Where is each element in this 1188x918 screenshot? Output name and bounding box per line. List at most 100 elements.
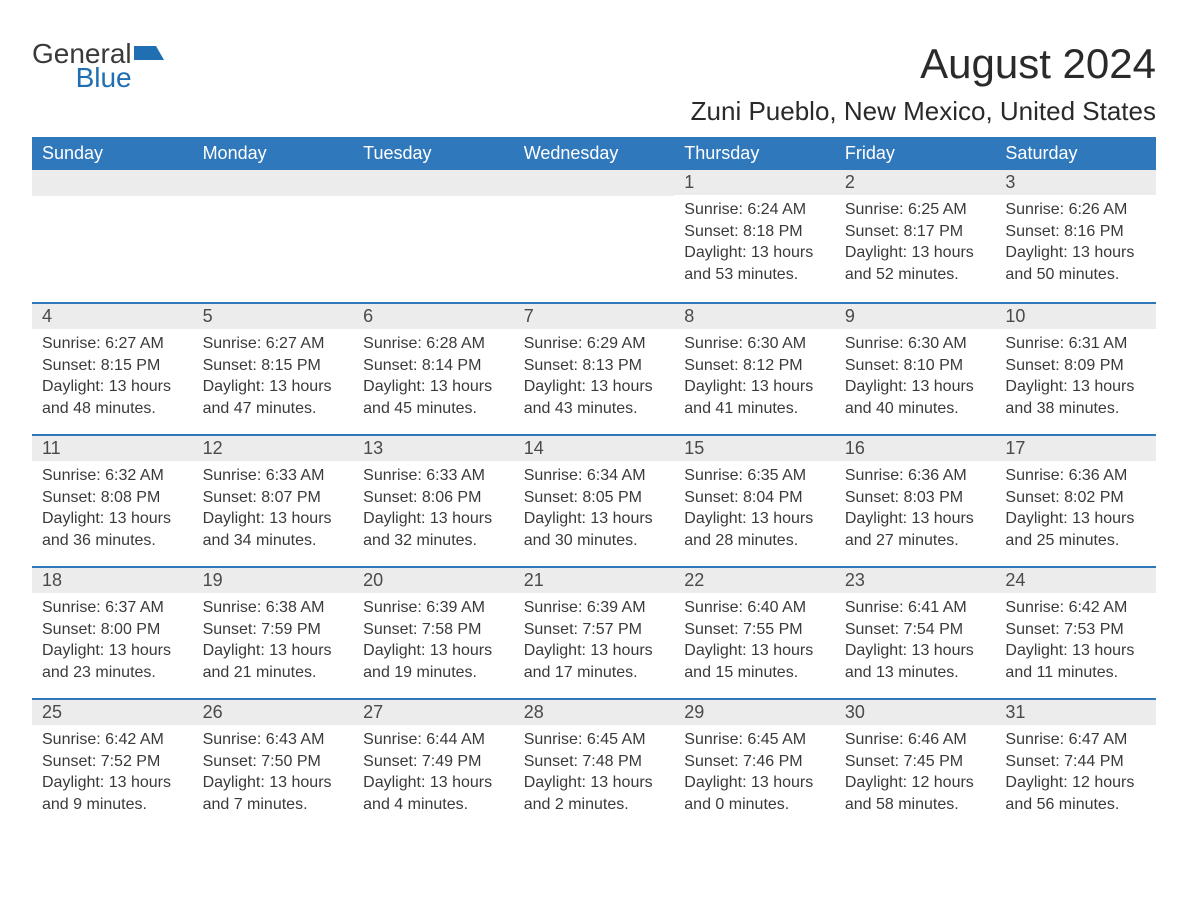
sunrise-line: Sunrise: 6:36 AM <box>1005 465 1146 487</box>
day-number: 29 <box>674 700 835 725</box>
sunset-line: Sunset: 8:15 PM <box>203 355 344 377</box>
daylight-line: Daylight: 13 hours and 19 minutes. <box>363 640 504 683</box>
day-number: 30 <box>835 700 996 725</box>
daylight-line: Daylight: 13 hours and 13 minutes. <box>845 640 986 683</box>
sunset-line: Sunset: 8:05 PM <box>524 487 665 509</box>
day-number: 18 <box>32 568 193 593</box>
daylight-line: Daylight: 13 hours and 41 minutes. <box>684 376 825 419</box>
daylight-line: Daylight: 13 hours and 9 minutes. <box>42 772 183 815</box>
day-number: 25 <box>32 700 193 725</box>
daylight-line: Daylight: 13 hours and 0 minutes. <box>684 772 825 815</box>
daylight-line: Daylight: 12 hours and 58 minutes. <box>845 772 986 815</box>
day-number: 14 <box>514 436 675 461</box>
sunrise-line: Sunrise: 6:24 AM <box>684 199 825 221</box>
day-info: Sunrise: 6:46 AMSunset: 7:45 PMDaylight:… <box>835 725 996 815</box>
daylight-line: Daylight: 13 hours and 47 minutes. <box>203 376 344 419</box>
daylight-line: Daylight: 13 hours and 50 minutes. <box>1005 242 1146 285</box>
day-info: Sunrise: 6:33 AMSunset: 8:06 PMDaylight:… <box>353 461 514 551</box>
sunrise-line: Sunrise: 6:42 AM <box>1005 597 1146 619</box>
calendar-header-row: SundayMondayTuesdayWednesdayThursdayFrid… <box>32 137 1156 170</box>
calendar-day-cell: 29Sunrise: 6:45 AMSunset: 7:46 PMDayligh… <box>674 698 835 830</box>
day-number: 12 <box>193 436 354 461</box>
weekday-header: Thursday <box>674 137 835 170</box>
day-number-row <box>353 170 514 196</box>
daylight-line: Daylight: 13 hours and 36 minutes. <box>42 508 183 551</box>
daylight-line: Daylight: 13 hours and 17 minutes. <box>524 640 665 683</box>
day-info: Sunrise: 6:40 AMSunset: 7:55 PMDaylight:… <box>674 593 835 683</box>
day-info: Sunrise: 6:31 AMSunset: 8:09 PMDaylight:… <box>995 329 1156 419</box>
day-number: 16 <box>835 436 996 461</box>
day-number: 15 <box>674 436 835 461</box>
day-number-row <box>32 170 193 196</box>
day-number: 31 <box>995 700 1156 725</box>
sunset-line: Sunset: 7:58 PM <box>363 619 504 641</box>
calendar-day-cell: 11Sunrise: 6:32 AMSunset: 8:08 PMDayligh… <box>32 434 193 566</box>
sunset-line: Sunset: 8:07 PM <box>203 487 344 509</box>
day-number: 4 <box>32 304 193 329</box>
day-info: Sunrise: 6:27 AMSunset: 8:15 PMDaylight:… <box>32 329 193 419</box>
calendar-day-cell: 8Sunrise: 6:30 AMSunset: 8:12 PMDaylight… <box>674 302 835 434</box>
day-info: Sunrise: 6:29 AMSunset: 8:13 PMDaylight:… <box>514 329 675 419</box>
day-info: Sunrise: 6:28 AMSunset: 8:14 PMDaylight:… <box>353 329 514 419</box>
weekday-header: Sunday <box>32 137 193 170</box>
sunset-line: Sunset: 8:18 PM <box>684 221 825 243</box>
day-number: 27 <box>353 700 514 725</box>
day-number: 24 <box>995 568 1156 593</box>
day-number: 7 <box>514 304 675 329</box>
daylight-line: Daylight: 13 hours and 48 minutes. <box>42 376 183 419</box>
day-info: Sunrise: 6:33 AMSunset: 8:07 PMDaylight:… <box>193 461 354 551</box>
day-info: Sunrise: 6:45 AMSunset: 7:46 PMDaylight:… <box>674 725 835 815</box>
sunset-line: Sunset: 7:57 PM <box>524 619 665 641</box>
calendar-day-cell: 6Sunrise: 6:28 AMSunset: 8:14 PMDaylight… <box>353 302 514 434</box>
sunrise-line: Sunrise: 6:39 AM <box>524 597 665 619</box>
day-info: Sunrise: 6:42 AMSunset: 7:52 PMDaylight:… <box>32 725 193 815</box>
sunrise-line: Sunrise: 6:36 AM <box>845 465 986 487</box>
daylight-line: Daylight: 13 hours and 38 minutes. <box>1005 376 1146 419</box>
day-number: 10 <box>995 304 1156 329</box>
daylight-line: Daylight: 13 hours and 52 minutes. <box>845 242 986 285</box>
daylight-line: Daylight: 13 hours and 32 minutes. <box>363 508 504 551</box>
day-number: 1 <box>674 170 835 195</box>
sunrise-line: Sunrise: 6:27 AM <box>203 333 344 355</box>
sunset-line: Sunset: 7:48 PM <box>524 751 665 773</box>
calendar-empty-cell <box>353 170 514 302</box>
sunrise-line: Sunrise: 6:37 AM <box>42 597 183 619</box>
calendar-day-cell: 9Sunrise: 6:30 AMSunset: 8:10 PMDaylight… <box>835 302 996 434</box>
day-info: Sunrise: 6:25 AMSunset: 8:17 PMDaylight:… <box>835 195 996 285</box>
sunset-line: Sunset: 7:49 PM <box>363 751 504 773</box>
sunset-line: Sunset: 8:09 PM <box>1005 355 1146 377</box>
calendar-empty-cell <box>193 170 354 302</box>
calendar-day-cell: 4Sunrise: 6:27 AMSunset: 8:15 PMDaylight… <box>32 302 193 434</box>
weekday-header: Tuesday <box>353 137 514 170</box>
sunrise-line: Sunrise: 6:35 AM <box>684 465 825 487</box>
daylight-line: Daylight: 13 hours and 43 minutes. <box>524 376 665 419</box>
day-info: Sunrise: 6:24 AMSunset: 8:18 PMDaylight:… <box>674 195 835 285</box>
day-info: Sunrise: 6:36 AMSunset: 8:02 PMDaylight:… <box>995 461 1156 551</box>
sunrise-line: Sunrise: 6:30 AM <box>845 333 986 355</box>
sunrise-line: Sunrise: 6:44 AM <box>363 729 504 751</box>
sunrise-line: Sunrise: 6:46 AM <box>845 729 986 751</box>
daylight-line: Daylight: 13 hours and 7 minutes. <box>203 772 344 815</box>
sunrise-line: Sunrise: 6:26 AM <box>1005 199 1146 221</box>
sunrise-line: Sunrise: 6:45 AM <box>524 729 665 751</box>
sunrise-line: Sunrise: 6:39 AM <box>363 597 504 619</box>
calendar-day-cell: 1Sunrise: 6:24 AMSunset: 8:18 PMDaylight… <box>674 170 835 302</box>
sunset-line: Sunset: 8:08 PM <box>42 487 183 509</box>
page-title: August 2024 <box>920 40 1156 88</box>
brand-flag-icon <box>134 46 164 68</box>
sunset-line: Sunset: 8:13 PM <box>524 355 665 377</box>
day-info: Sunrise: 6:39 AMSunset: 7:58 PMDaylight:… <box>353 593 514 683</box>
calendar-day-cell: 20Sunrise: 6:39 AMSunset: 7:58 PMDayligh… <box>353 566 514 698</box>
day-info: Sunrise: 6:39 AMSunset: 7:57 PMDaylight:… <box>514 593 675 683</box>
calendar-body: 1Sunrise: 6:24 AMSunset: 8:18 PMDaylight… <box>32 170 1156 830</box>
calendar: SundayMondayTuesdayWednesdayThursdayFrid… <box>32 137 1156 830</box>
daylight-line: Daylight: 12 hours and 56 minutes. <box>1005 772 1146 815</box>
sunset-line: Sunset: 8:10 PM <box>845 355 986 377</box>
sunset-line: Sunset: 7:54 PM <box>845 619 986 641</box>
sunset-line: Sunset: 7:55 PM <box>684 619 825 641</box>
daylight-line: Daylight: 13 hours and 53 minutes. <box>684 242 825 285</box>
calendar-day-cell: 2Sunrise: 6:25 AMSunset: 8:17 PMDaylight… <box>835 170 996 302</box>
sunset-line: Sunset: 7:52 PM <box>42 751 183 773</box>
sunrise-line: Sunrise: 6:31 AM <box>1005 333 1146 355</box>
calendar-day-cell: 13Sunrise: 6:33 AMSunset: 8:06 PMDayligh… <box>353 434 514 566</box>
